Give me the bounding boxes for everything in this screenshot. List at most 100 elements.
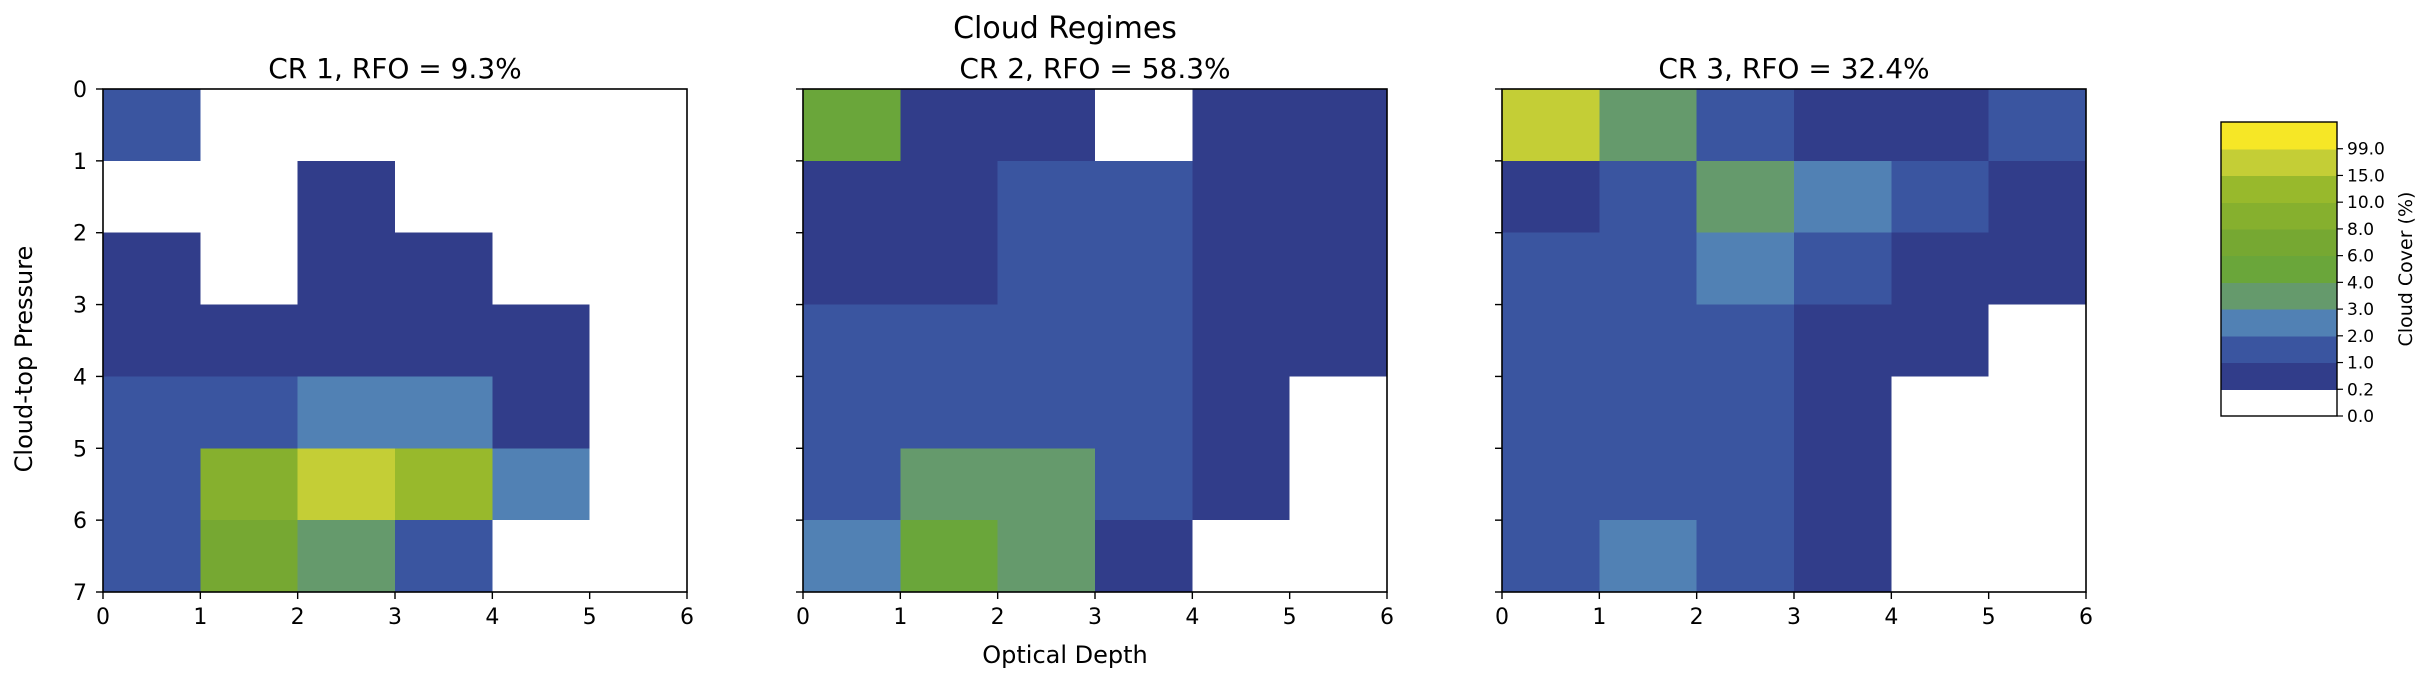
x-tick-label: 0 xyxy=(1495,605,1509,630)
heatmap-cell xyxy=(1891,304,1990,378)
heatmap-cell xyxy=(297,232,396,306)
heatmap-cell xyxy=(1289,160,1388,234)
heatmap-cell xyxy=(900,448,999,521)
colorbar-tick-label: 2.0 xyxy=(2347,327,2374,347)
y-tick-label: 0 xyxy=(73,78,87,103)
heatmap-cell xyxy=(589,304,688,378)
heatmap-cell xyxy=(1988,160,2087,234)
colorbar-tick-label: 0.2 xyxy=(2347,380,2374,400)
heatmap-cell xyxy=(200,160,299,234)
heatmap-cell xyxy=(589,448,688,521)
panel-title: CR 3, RFO = 32.4% xyxy=(1658,52,1929,85)
heatmap-cell xyxy=(1696,304,1795,378)
colorbar-label: Cloud Cover (%) xyxy=(2395,192,2417,347)
heatmap-cell xyxy=(492,89,591,162)
colorbar-tick-label: 1.0 xyxy=(2347,354,2374,374)
heatmap-cell xyxy=(1696,520,1795,593)
colorbar-band xyxy=(2221,175,2337,203)
heatmap-cell xyxy=(1289,232,1388,306)
heatmap-cell xyxy=(803,448,901,521)
x-tick-label: 6 xyxy=(1380,605,1394,630)
heatmap-cell xyxy=(1794,232,1892,306)
heatmap-cell xyxy=(1988,448,2087,521)
x-axis-label: Optical Depth xyxy=(982,641,1148,669)
heatmap-cell xyxy=(997,520,1096,593)
x-tick-label: 2 xyxy=(291,605,305,630)
x-tick-label: 5 xyxy=(1283,605,1297,630)
heatmap-cell xyxy=(1988,376,2087,449)
x-tick-label: 2 xyxy=(991,605,1005,630)
heatmap-cell xyxy=(1192,376,1291,449)
heatmap-cell xyxy=(1599,232,1698,306)
heatmap-cell xyxy=(200,520,299,593)
x-tick-label: 6 xyxy=(680,605,694,630)
heatmap-cell xyxy=(1289,304,1388,378)
heatmap-cell xyxy=(492,520,591,593)
heatmap-cell xyxy=(803,376,901,449)
heatmap-cell xyxy=(1891,232,1990,306)
heatmap-cell xyxy=(997,304,1096,378)
heatmap-panel-1: CR 1, RFO = 9.3% 0 1 2 3 4 5 6 0 1 2 3 4 5 6 7 xyxy=(73,52,694,630)
heatmap-cell xyxy=(1192,160,1291,234)
heatmap-cell xyxy=(1095,89,1193,162)
heatmap-cell xyxy=(900,89,999,162)
heatmap-cell xyxy=(803,520,901,593)
heatmap-cell xyxy=(1599,89,1698,162)
heatmap-cell xyxy=(1988,232,2087,306)
heatmap-cell xyxy=(103,448,201,521)
heatmap-cell xyxy=(1696,89,1795,162)
x-tick-label: 1 xyxy=(893,605,907,630)
heatmap-cell xyxy=(1696,376,1795,449)
heatmap-cell xyxy=(297,520,396,593)
heatmap-cell xyxy=(1502,89,1600,162)
heatmap-cell xyxy=(1599,160,1698,234)
heatmap-cell xyxy=(1794,160,1892,234)
x-tick-label: 5 xyxy=(583,605,597,630)
heatmap-cell xyxy=(1794,304,1892,378)
heatmap-cell xyxy=(1095,520,1193,593)
colorbar-band xyxy=(2221,335,2337,364)
colorbar-tick-label: 3.0 xyxy=(2347,300,2374,320)
heatmap-cell xyxy=(997,448,1096,521)
heatmap-cell xyxy=(297,376,396,449)
colorbar-tick-label: 8.0 xyxy=(2347,220,2374,240)
heatmap-cell xyxy=(103,304,201,378)
heatmap-panel-3: CR 3, RFO = 32.4% 0 1 2 3 4 5 6 xyxy=(1495,52,2093,630)
heatmap-cell xyxy=(200,376,299,449)
heatmap-cell xyxy=(1502,160,1600,234)
x-tick-label: 3 xyxy=(1787,605,1801,630)
heatmap-cell xyxy=(1891,160,1990,234)
heatmap-cell xyxy=(395,520,493,593)
heatmap-cell xyxy=(1891,448,1990,521)
heatmap-cell xyxy=(1192,304,1291,378)
heatmap-cell xyxy=(1095,160,1193,234)
y-tick-label: 4 xyxy=(73,365,87,390)
heatmap-cell xyxy=(1502,448,1600,521)
heatmap-cell xyxy=(1988,520,2087,593)
heatmap-cell xyxy=(492,376,591,449)
heatmap-cell xyxy=(1502,232,1600,306)
colorbar-tick-label: 99.0 xyxy=(2347,140,2385,160)
heatmap-cell xyxy=(1599,376,1698,449)
heatmap-cell xyxy=(589,520,688,593)
x-tick-label: 5 xyxy=(1982,605,1996,630)
heatmap-cell xyxy=(900,232,999,306)
heatmap-cell xyxy=(1502,376,1600,449)
heatmap-cell xyxy=(1794,448,1892,521)
x-tick-label: 6 xyxy=(2079,605,2093,630)
y-axis-label: Cloud-top Pressure xyxy=(10,246,38,473)
heatmap-cell xyxy=(1599,448,1698,521)
heatmap-cell xyxy=(103,160,201,234)
heatmap-cell xyxy=(997,160,1096,234)
x-tick-label: 3 xyxy=(1088,605,1102,630)
heatmap-cell xyxy=(1891,520,1990,593)
heatmap-cell xyxy=(1502,520,1600,593)
heatmap-cell xyxy=(1095,448,1193,521)
heatmap-panel-2: CR 2, RFO = 58.3% 0 1 2 3 4 5 6 xyxy=(796,52,1394,630)
heatmap-cell xyxy=(1095,376,1193,449)
x-tick-label: 1 xyxy=(1592,605,1606,630)
colorbar-band xyxy=(2221,202,2337,230)
x-tick-label: 4 xyxy=(485,605,499,630)
heatmap-cell xyxy=(395,89,493,162)
